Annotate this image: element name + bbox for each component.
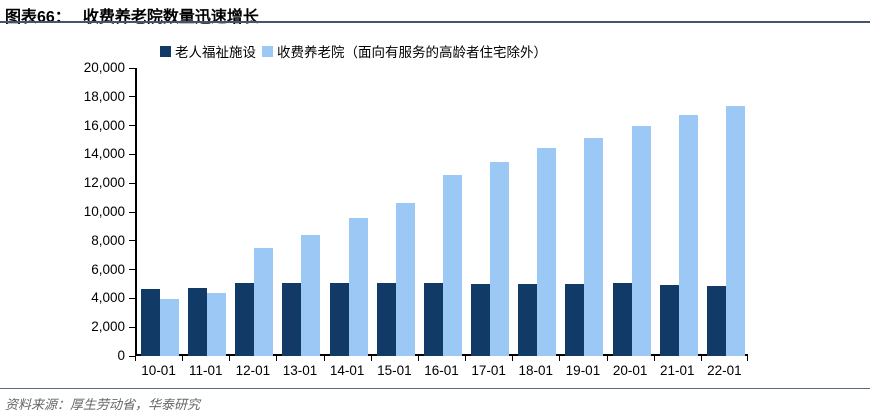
legend-item: 收费养老院（面向有服务的高龄者住宅除外） bbox=[262, 41, 547, 61]
x-tick-mark bbox=[276, 356, 277, 361]
bar-paid-nursing-homes bbox=[490, 162, 509, 356]
y-tick-mark bbox=[129, 96, 135, 98]
bar-paid-nursing-homes bbox=[349, 218, 368, 356]
title-divider-line bbox=[0, 21, 870, 23]
x-axis-category-label: 13-01 bbox=[282, 363, 318, 378]
x-tick-mark bbox=[324, 356, 325, 361]
bar-welfare-facilities bbox=[565, 284, 584, 356]
bar-welfare-facilities bbox=[613, 283, 632, 356]
x-axis-category-label: 16-01 bbox=[424, 363, 459, 378]
y-axis-tick-label: 16,000 bbox=[83, 117, 125, 133]
bar-welfare-facilities bbox=[471, 284, 490, 356]
figure-number-label: 图表66： bbox=[5, 9, 71, 26]
legend-swatch-icon bbox=[262, 45, 273, 57]
y-tick-mark bbox=[129, 355, 135, 357]
y-axis-tick-label: 2,000 bbox=[91, 319, 125, 335]
y-axis-tick-label: 4,000 bbox=[91, 290, 125, 306]
y-tick-mark bbox=[129, 67, 135, 69]
x-axis-category-label: 17-01 bbox=[471, 363, 506, 378]
bar-paid-nursing-homes bbox=[537, 148, 556, 356]
bar-welfare-facilities bbox=[282, 283, 301, 356]
bar-paid-nursing-homes bbox=[632, 126, 651, 356]
y-axis-tick-label: 8,000 bbox=[91, 232, 125, 248]
bar-paid-nursing-homes bbox=[679, 115, 698, 356]
y-axis-line bbox=[135, 68, 137, 356]
x-axis-category-label: 22-01 bbox=[707, 363, 742, 378]
x-tick-mark bbox=[747, 356, 748, 361]
y-tick-mark bbox=[129, 240, 135, 242]
bar-welfare-facilities bbox=[518, 284, 537, 356]
y-axis-tick-label: 0 bbox=[117, 348, 125, 363]
bar-welfare-facilities bbox=[330, 283, 349, 356]
bar-paid-nursing-homes bbox=[254, 248, 273, 356]
x-tick-mark bbox=[701, 356, 702, 361]
y-tick-mark bbox=[129, 297, 135, 299]
legend-swatch-icon bbox=[160, 45, 171, 57]
legend-label: 收费养老院（面向有服务的高龄者住宅除外） bbox=[277, 45, 547, 60]
x-axis-category-label: 20-01 bbox=[612, 363, 648, 378]
bar-paid-nursing-homes bbox=[207, 293, 226, 356]
y-axis-tick-label: 18,000 bbox=[83, 88, 125, 104]
x-tick-mark bbox=[418, 356, 419, 361]
y-tick-mark bbox=[129, 153, 135, 155]
plot-area: 0 2,000 4,000 6,000 8,000 10,000 12,000 14,000 1… bbox=[84, 60, 748, 378]
y-tick-mark bbox=[129, 326, 135, 328]
y-tick-mark bbox=[129, 182, 135, 184]
x-tick-mark bbox=[512, 356, 513, 361]
x-axis-category-label: 14-01 bbox=[329, 363, 365, 378]
y-axis-tick-label: 20,000 bbox=[83, 60, 125, 75]
y-axis-tick-label: 14,000 bbox=[83, 146, 125, 162]
legend-label: 老人福祉施设 bbox=[175, 45, 256, 60]
bar-paid-nursing-homes bbox=[726, 106, 745, 356]
bar-paid-nursing-homes bbox=[396, 203, 415, 356]
bar-welfare-facilities bbox=[424, 283, 443, 356]
bar-paid-nursing-homes bbox=[301, 235, 320, 356]
x-tick-mark bbox=[182, 356, 183, 361]
x-tick-mark bbox=[229, 356, 230, 361]
footer-divider-line bbox=[0, 388, 870, 389]
x-axis-category-label: 12-01 bbox=[235, 363, 271, 378]
bar-welfare-facilities bbox=[377, 283, 396, 356]
x-tick-mark bbox=[465, 356, 466, 361]
bar-welfare-facilities bbox=[707, 286, 726, 356]
x-tick-mark bbox=[371, 356, 372, 361]
figure-title-text: 收费养老院数量迅速增长 bbox=[82, 9, 259, 26]
x-tick-mark bbox=[559, 356, 560, 361]
bar-welfare-facilities bbox=[188, 288, 207, 356]
x-tick-mark bbox=[135, 356, 136, 361]
y-axis-tick-label: 6,000 bbox=[91, 261, 125, 277]
y-tick-mark bbox=[129, 211, 135, 213]
x-axis-category-label: 19-01 bbox=[565, 363, 601, 378]
y-tick-mark bbox=[129, 125, 135, 127]
bar-paid-nursing-homes bbox=[584, 138, 603, 356]
bar-paid-nursing-homes bbox=[160, 299, 179, 356]
x-tick-mark bbox=[654, 356, 655, 361]
bar-welfare-facilities bbox=[141, 289, 160, 356]
bar-paid-nursing-homes bbox=[443, 175, 462, 356]
x-tick-mark bbox=[607, 356, 608, 361]
x-axis-category-label: 11-01 bbox=[188, 363, 223, 378]
bar-welfare-facilities bbox=[660, 285, 679, 356]
legend-item: 老人福祉施设 bbox=[160, 41, 256, 61]
legend: 老人福祉施设 收费养老院（面向有服务的高龄者住宅除外） bbox=[160, 41, 547, 61]
x-axis-category-label: 18-01 bbox=[518, 363, 554, 378]
x-axis-category-label: 10-01 bbox=[141, 363, 176, 378]
y-axis-tick-label: 12,000 bbox=[83, 175, 125, 191]
x-axis-category-label: 15-01 bbox=[377, 363, 412, 378]
y-axis-tick-label: 10,000 bbox=[83, 204, 125, 219]
x-axis-category-label: 21-01 bbox=[659, 363, 695, 378]
source-note: 资料来源：厚生劳动省，华泰研究 bbox=[5, 397, 201, 412]
figure-title: 图表66： 收费养老院数量迅速增长 bbox=[5, 3, 259, 27]
bar-welfare-facilities bbox=[235, 283, 254, 356]
y-tick-mark bbox=[129, 269, 135, 271]
